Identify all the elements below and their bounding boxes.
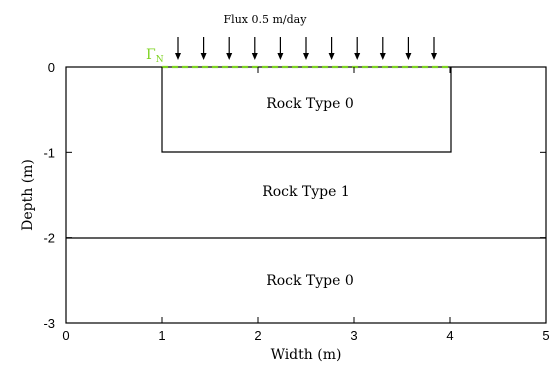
inner-region-outline	[161, 67, 452, 153]
flux-arrows	[175, 37, 437, 60]
flux-arrow	[354, 37, 361, 60]
region-label-middle: Rock Type 1	[262, 184, 350, 200]
y-axis-label: Depth (m)	[20, 159, 36, 231]
flux-arrow	[251, 37, 258, 60]
boundary-subscript: N	[156, 55, 164, 65]
y-axis-ticks: 0 -1 -2 -3	[43, 60, 546, 331]
x-tick-label: 2	[254, 328, 261, 343]
boundary-label: ΓN	[146, 47, 164, 65]
flux-label: Flux 0.5 m/day	[224, 13, 308, 26]
flux-arrow	[175, 37, 181, 60]
flux-arrow	[405, 37, 412, 60]
y-tick-label: -1	[43, 145, 55, 160]
region-label-bottom: Rock Type 0	[266, 273, 354, 289]
y-tick-label: 0	[48, 60, 55, 75]
flux-arrow	[431, 37, 437, 60]
y-tick-label: -3	[43, 316, 55, 331]
y-tick-label: -2	[43, 231, 55, 246]
region-label-inner-top: Rock Type 0	[266, 96, 354, 112]
flux-arrow	[200, 37, 207, 60]
x-axis-label: Width (m)	[271, 347, 342, 363]
flux-arrow	[328, 37, 335, 60]
flux-arrow	[226, 37, 233, 60]
x-tick-label: 5	[542, 328, 549, 343]
boundary-symbol: Γ	[146, 47, 156, 63]
x-tick-label: 4	[446, 328, 453, 343]
x-tick-label: 0	[62, 328, 69, 343]
x-axis-ticks: 0 1 2 3 4 5	[62, 67, 550, 343]
flux-arrow	[303, 37, 309, 60]
flux-arrow	[277, 37, 284, 60]
x-tick-label: 1	[158, 328, 165, 343]
flux-arrow	[379, 37, 386, 60]
x-tick-label: 3	[350, 328, 357, 343]
